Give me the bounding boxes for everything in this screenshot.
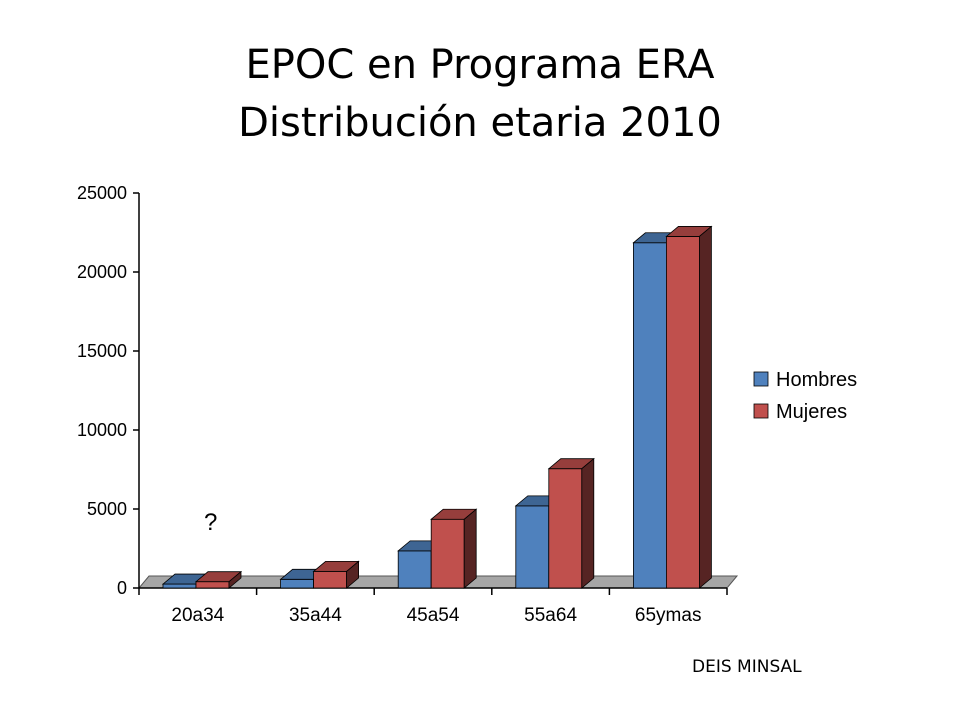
y-tick-label: 20000 — [77, 262, 127, 282]
bar-mujeres-45a54 — [430, 508, 478, 589]
y-tick-label: 10000 — [77, 420, 127, 440]
bar-front — [195, 581, 230, 589]
x-tick-label: 65ymas — [635, 605, 702, 626]
x-tick-label: 55a64 — [524, 605, 577, 626]
bar-front — [397, 550, 432, 589]
bar-mujeres-20a34 — [194, 570, 243, 589]
bar-front — [313, 571, 348, 589]
bar-side — [228, 570, 242, 589]
chart-title-line2: Distribución etaria 2010 — [238, 100, 722, 146]
legend-label-hombres: Hombres — [776, 369, 857, 391]
source-note: DEIS MINSAL — [692, 657, 802, 677]
question-mark-annotation: ? — [204, 509, 217, 536]
chart-title-line1: EPOC en Programa ERA — [245, 42, 715, 88]
bar-mujeres-65ymas — [665, 225, 713, 589]
chart-bars — [161, 225, 713, 589]
bar-mujeres-35a44 — [312, 560, 360, 589]
bar-front — [666, 236, 700, 589]
y-tick-label: 0 — [117, 578, 127, 598]
legend-swatch-hombres — [753, 371, 769, 387]
x-tick-label: 20a34 — [171, 605, 224, 626]
x-tick-label: 35a44 — [289, 605, 342, 626]
bar-side — [346, 560, 360, 589]
bar-front — [430, 518, 465, 589]
y-tick-label: 25000 — [77, 183, 127, 203]
legend-label-mujeres: Mujeres — [776, 401, 847, 423]
bar-mujeres-55a64 — [547, 457, 595, 589]
bar-side — [463, 508, 477, 589]
x-tick-label: 45a54 — [407, 605, 460, 626]
bar-side — [699, 225, 712, 589]
chart-legend: Hombres Mujeres — [753, 369, 857, 423]
y-tick-label: 5000 — [87, 499, 127, 519]
chart-labels: 0 5000 10000 15000 20000 25000 20a34 35a44 45a54… — [77, 183, 702, 626]
legend-swatch-mujeres — [753, 403, 769, 419]
y-tick-label: 15000 — [77, 341, 127, 361]
bar-front — [280, 578, 315, 589]
chart-title: EPOC en Programa ERA Distribución etaria… — [0, 36, 960, 152]
bar-front — [162, 583, 197, 589]
bar-side — [581, 457, 595, 589]
bar-front — [548, 468, 583, 589]
bar-front — [633, 242, 667, 589]
bar-front — [515, 505, 550, 589]
